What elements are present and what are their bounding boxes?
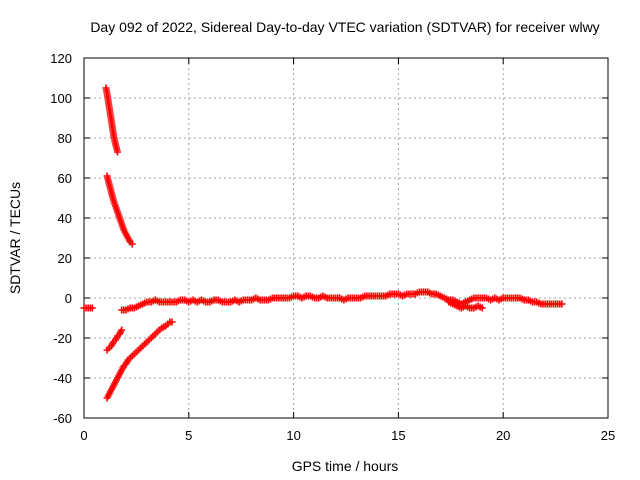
y-tick-label: 100 bbox=[50, 91, 72, 106]
y-axis: -60 -40 -20 0 20 40 60 80 100 120 bbox=[50, 51, 608, 426]
x-axis: 0 5 10 15 20 25 bbox=[80, 58, 615, 443]
plot-frame bbox=[83, 57, 609, 419]
y-tick-label: -20 bbox=[53, 331, 72, 346]
y-tick-label: 0 bbox=[65, 291, 72, 306]
data-point bbox=[478, 304, 486, 312]
x-tick-label: 10 bbox=[286, 428, 300, 443]
x-tick-label: 0 bbox=[80, 428, 87, 443]
y-axis-label: SDTVAR / TECUs bbox=[7, 182, 23, 294]
data-point bbox=[114, 148, 122, 156]
data-point bbox=[128, 240, 136, 248]
y-tick-label: 60 bbox=[58, 171, 72, 186]
x-tick-label: 25 bbox=[601, 428, 615, 443]
data-point bbox=[88, 304, 96, 312]
data-point bbox=[118, 326, 126, 334]
y-tick-label: 20 bbox=[58, 251, 72, 266]
data-point bbox=[558, 300, 566, 308]
grid bbox=[84, 58, 608, 418]
y-tick-label: 80 bbox=[58, 131, 72, 146]
x-tick-label: 15 bbox=[391, 428, 405, 443]
x-tick-label: 5 bbox=[185, 428, 192, 443]
data-point bbox=[168, 318, 176, 326]
y-tick-label: 40 bbox=[58, 211, 72, 226]
y-tick-label: 120 bbox=[50, 51, 72, 66]
data-marks bbox=[80, 84, 566, 402]
chart-title: Day 092 of 2022, Sidereal Day-to-day VTE… bbox=[90, 19, 599, 35]
x-axis-label: GPS time / hours bbox=[292, 458, 399, 474]
y-tick-label: -40 bbox=[53, 371, 72, 386]
x-tick-label: 20 bbox=[496, 428, 510, 443]
y-tick-label: -60 bbox=[53, 411, 72, 426]
